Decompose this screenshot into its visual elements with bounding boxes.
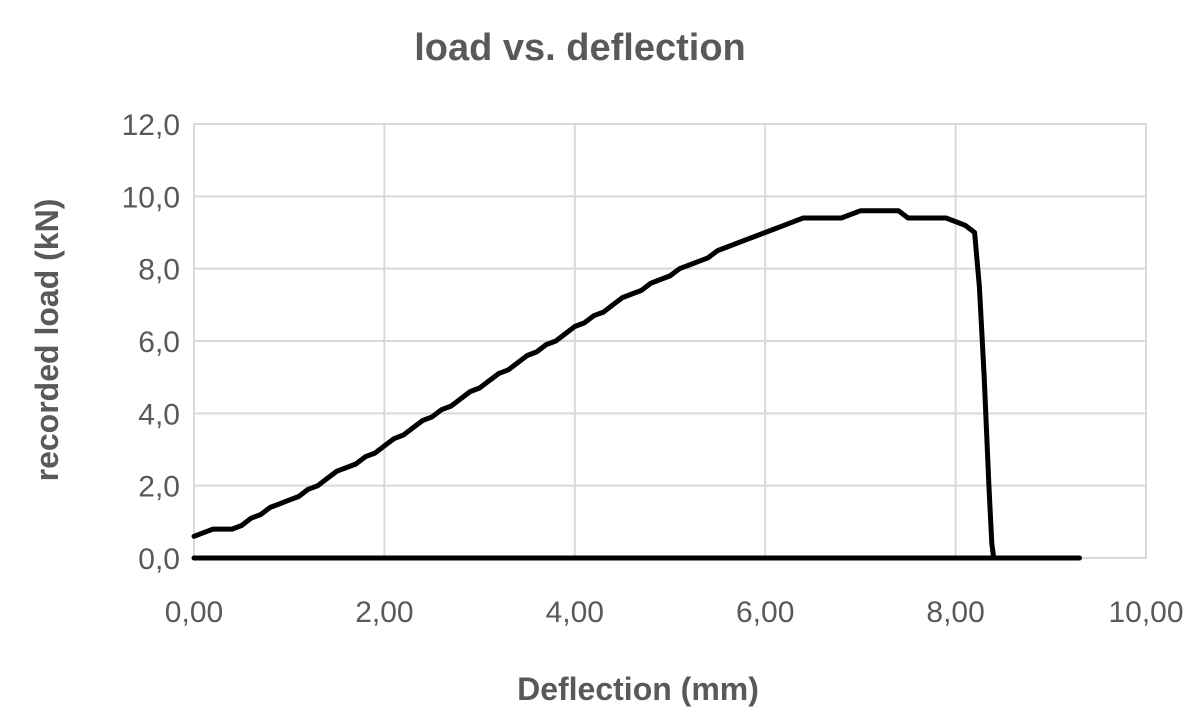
- series-layer: [191, 208, 1082, 561]
- x-tick-label: 10,00: [1108, 596, 1183, 629]
- y-tick-label: 10,0: [122, 181, 180, 214]
- gridlines: [193, 123, 1147, 559]
- y-axis-label: recorded load (kN): [29, 199, 65, 482]
- series-line-0: [191, 208, 1082, 561]
- x-tick-label: 0,00: [165, 596, 223, 629]
- y-axis-ticks: 0,0 2,0 4,0 6,0 8,0 10,0 12,0: [122, 109, 180, 576]
- x-tick-label: 8,00: [926, 596, 984, 629]
- y-tick-label: 8,0: [138, 254, 180, 287]
- x-axis-label: Deflection (mm): [517, 671, 759, 707]
- y-tick-label: 0,0: [138, 543, 180, 576]
- y-tick-label: 4,0: [138, 398, 180, 431]
- x-axis-ticks: 0,00 2,00 4,00 6,00 8,00 10,00: [165, 596, 1184, 629]
- y-tick-label: 6,0: [138, 326, 180, 359]
- x-tick-label: 6,00: [736, 596, 794, 629]
- x-tick-label: 4,00: [546, 596, 604, 629]
- x-tick-label: 2,00: [355, 596, 413, 629]
- y-tick-label: 12,0: [122, 109, 180, 142]
- y-tick-label: 2,0: [138, 471, 180, 504]
- chart-title: load vs. deflection: [414, 27, 746, 69]
